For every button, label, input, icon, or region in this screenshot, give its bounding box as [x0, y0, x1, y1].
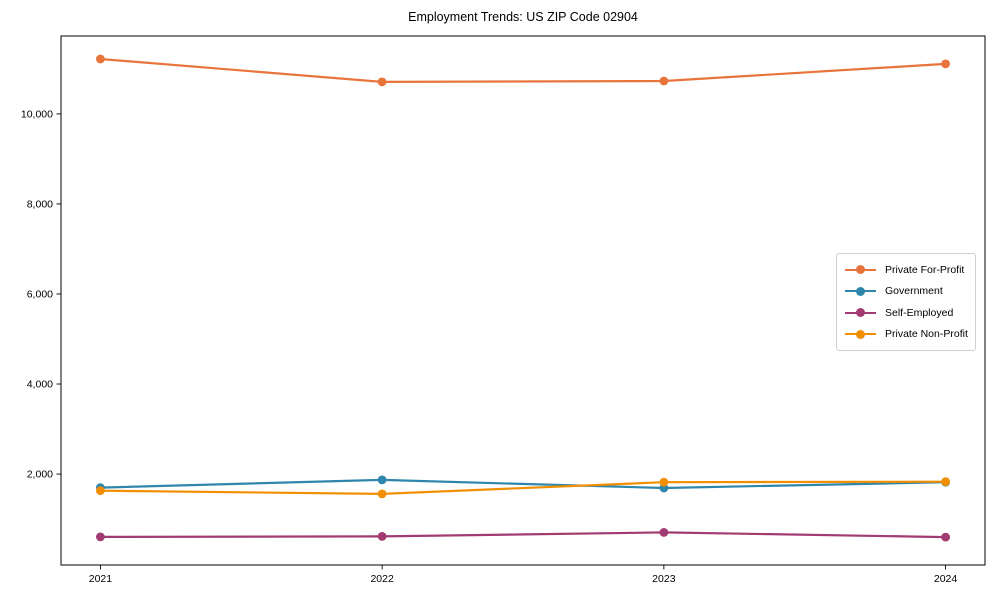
x-tick-label: 2024	[934, 573, 958, 585]
legend-label: Private For-Profit	[885, 263, 965, 276]
legend-dot-icon	[856, 308, 865, 318]
series-marker	[659, 477, 669, 487]
y-tick-label: 6,000	[27, 289, 53, 301]
series-marker	[659, 76, 669, 86]
y-tick-label: 10,000	[21, 108, 53, 120]
x-tick-label: 2023	[652, 573, 676, 585]
legend-dot-icon	[856, 286, 865, 296]
series-marker	[941, 532, 950, 542]
legend-line-marker-icon	[845, 308, 876, 318]
series-marker	[377, 532, 387, 541]
y-tick-label: 8,000	[27, 199, 53, 211]
x-tick-label: 2022	[370, 573, 394, 585]
legend-dot-icon	[856, 265, 865, 275]
series-line	[99, 478, 947, 490]
x-tick-label: 2021	[89, 573, 113, 585]
series-marker	[377, 489, 387, 499]
legend-label: Self-Employed	[885, 306, 954, 319]
legend-entry: Private Non-Profit	[845, 324, 968, 346]
legend-entry: Self-Employed	[845, 302, 968, 324]
legend-line-marker-icon	[845, 329, 876, 339]
legend-label: Private Non-Profit	[885, 328, 968, 341]
series-marker	[96, 486, 105, 496]
series-line	[99, 480, 947, 496]
legend-entry: Private For-Profit	[845, 259, 968, 281]
chart-title: Employment Trends: US ZIP Code 02904	[408, 10, 638, 24]
series-marker	[941, 477, 950, 487]
y-tick-label: 4,000	[27, 379, 53, 391]
series-marker	[941, 59, 950, 69]
series-line	[99, 57, 947, 84]
series-marker	[96, 532, 105, 542]
legend-dot-icon	[856, 329, 865, 339]
series-line	[99, 531, 947, 539]
legend-entry: Government	[845, 281, 968, 303]
series-marker	[96, 54, 105, 64]
legend-label: Government	[885, 285, 943, 298]
plot-frame	[60, 35, 986, 566]
series-marker	[377, 77, 387, 87]
legend-line-marker-icon	[845, 286, 876, 296]
y-tick-label: 2,000	[27, 469, 53, 481]
legend-line-marker-icon	[845, 265, 876, 275]
series-marker	[659, 528, 669, 537]
legend: Private For-Profit Government Self-Employe…	[836, 253, 976, 351]
series-marker	[377, 475, 387, 485]
